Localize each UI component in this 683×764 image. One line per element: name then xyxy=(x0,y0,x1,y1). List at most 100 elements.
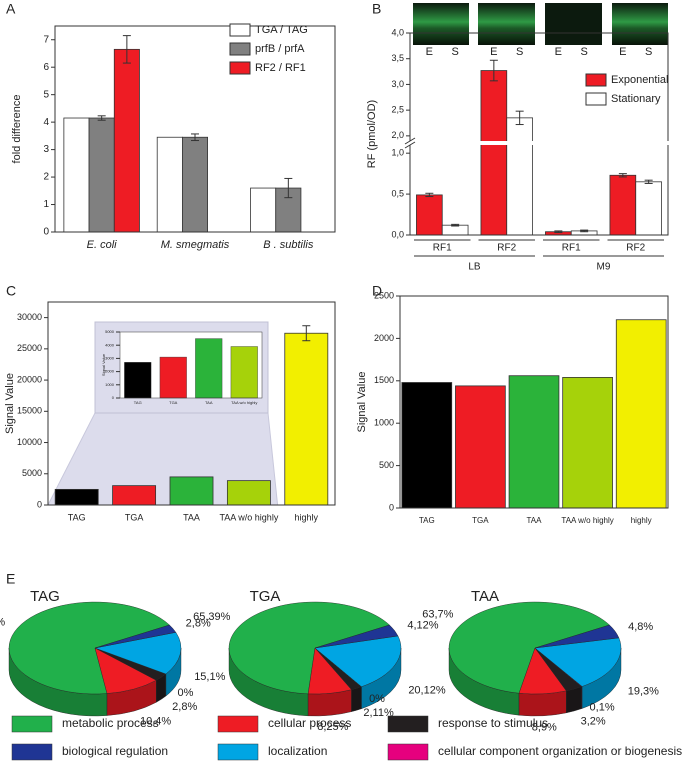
y-tick-label: 4,0 xyxy=(391,27,404,37)
y-axis-label: fold difference xyxy=(11,95,23,164)
y-tick-label: 5000 xyxy=(22,468,42,478)
x-tick-label: TAA w/o highly xyxy=(231,400,257,405)
x-tick-label: TAG xyxy=(68,512,86,522)
pie-value-label: 19,3% xyxy=(628,686,659,698)
plot-frame xyxy=(399,295,669,509)
bar xyxy=(230,346,258,399)
bar xyxy=(156,136,183,233)
x-tick-label: TAA xyxy=(183,512,200,522)
pie-value-label: 65,39% xyxy=(193,611,231,623)
plot-frame xyxy=(47,301,336,506)
bar xyxy=(480,70,508,236)
y-tick-label: 3,5 xyxy=(391,53,404,63)
y-tick-label: 2000 xyxy=(374,333,394,343)
x-tick-label: TGA xyxy=(125,512,144,522)
pie-value-label: 68,9% xyxy=(0,616,5,628)
y-tick-label: 5 xyxy=(43,89,49,100)
x-tick-label: highly xyxy=(631,516,652,525)
legend-label: cellular process xyxy=(268,716,351,730)
bar xyxy=(195,338,223,399)
y-tick-label: 1500 xyxy=(374,375,394,385)
legend-swatch xyxy=(217,743,259,761)
y-axis-label: Signal Value xyxy=(4,373,16,434)
legend-swatch xyxy=(585,92,607,106)
gel-image xyxy=(545,3,602,45)
pie-value-label: 4,8% xyxy=(628,621,653,633)
bar xyxy=(226,480,271,506)
panel-letter: B xyxy=(372,1,381,17)
bar xyxy=(284,332,329,506)
x-tick-label: highly xyxy=(295,512,319,522)
y-axis-label: Signal Value xyxy=(101,353,106,376)
plot-frame xyxy=(119,331,263,399)
y-tick-label: 1000 xyxy=(374,418,394,428)
y-axis-label: RF (pmol/OD) xyxy=(366,100,378,168)
pie-slice xyxy=(228,601,390,695)
y-tick-label: 2000 xyxy=(105,369,115,374)
gel-label: S xyxy=(645,46,652,58)
legend-label: response to stimulus xyxy=(438,716,548,730)
y-tick-label: 0 xyxy=(112,395,115,400)
x-tick-label: E. coli xyxy=(87,239,118,251)
x-tick-label: TGA xyxy=(169,400,178,405)
group-label: LB xyxy=(468,262,481,273)
y-tick-label: 3 xyxy=(43,144,49,155)
bar xyxy=(416,194,443,236)
pie-slice xyxy=(534,637,622,687)
pie-slice xyxy=(94,624,177,649)
pie-value-label: 0,1% xyxy=(590,702,615,714)
legend-swatch xyxy=(387,715,429,733)
y-tick-label: 1 xyxy=(43,199,49,210)
gel-label: E xyxy=(490,46,497,58)
legend-swatch xyxy=(229,61,251,75)
x-tick-label: TAA w/o highly xyxy=(561,516,613,525)
pie-value-label: 8,9% xyxy=(532,722,557,734)
y-tick-label: 4 xyxy=(43,117,49,128)
y-tick-label: 0 xyxy=(389,502,394,512)
axis-break-mark xyxy=(404,137,416,145)
y-tick-label: 0 xyxy=(43,227,49,238)
legend-label: Stationary xyxy=(611,93,661,105)
pie-value-label: 2,8% xyxy=(172,701,197,713)
plot-frame xyxy=(54,25,336,233)
bar xyxy=(508,375,560,509)
pie-value-label: 0% xyxy=(369,693,385,705)
pie-value-label: 8,25% xyxy=(317,721,348,733)
pie-side xyxy=(351,686,362,712)
bar xyxy=(169,476,214,506)
y-tick-label: 30000 xyxy=(17,312,42,322)
bar xyxy=(609,174,637,236)
y-tick-label: 3000 xyxy=(105,355,115,360)
y-tick-label: 7 xyxy=(43,34,49,45)
gel-label: S xyxy=(516,46,523,58)
pie-slice xyxy=(94,632,182,675)
y-tick-label: 25000 xyxy=(17,343,42,353)
x-tick-label: TAG xyxy=(419,516,435,525)
pie-value-label: 0% xyxy=(177,687,193,699)
bar xyxy=(159,356,187,399)
gel-label: E xyxy=(426,46,433,58)
panel-letter: D xyxy=(372,283,382,299)
pie-value-label: 2,8% xyxy=(186,617,211,629)
bar xyxy=(54,488,99,506)
bar xyxy=(181,136,208,233)
bar xyxy=(506,117,533,236)
legend-label: localization xyxy=(268,744,327,758)
x-tick-label: TGA xyxy=(472,516,489,525)
bar xyxy=(441,224,469,236)
pie-value-label: 3,2% xyxy=(581,716,606,728)
legend-label: Exponential xyxy=(611,74,669,86)
group-label: M9 xyxy=(597,262,611,273)
legend-swatch xyxy=(229,23,251,37)
y-tick-label: 3,0 xyxy=(391,79,404,89)
legend-swatch xyxy=(229,42,251,56)
y-tick-label: 500 xyxy=(379,460,394,470)
pie-value-label: 2,11% xyxy=(363,707,394,719)
y-tick-label: 6 xyxy=(43,62,49,73)
legend-label: prfB / prfA xyxy=(255,43,305,55)
pie-slice xyxy=(448,601,610,694)
bar xyxy=(562,377,613,509)
pie-slice xyxy=(314,635,402,687)
legend-label: TGA / TAG xyxy=(255,24,308,36)
